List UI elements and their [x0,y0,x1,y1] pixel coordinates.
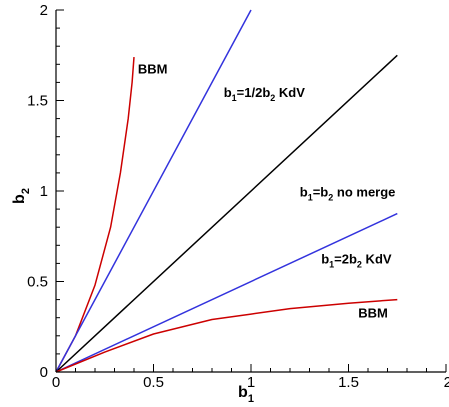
y-tick-label: 1 [40,183,48,200]
annotation-1: BBM [138,61,168,76]
series-line-3 [55,54,398,373]
x-tick-label: 1.5 [338,374,359,391]
annotation-3: b1​=b2​ no merge [300,184,396,202]
series-line-1 [55,57,135,373]
y-tick-label: 0.5 [27,274,48,291]
y-tick-label: 2 [40,2,48,19]
series-layer [55,9,398,373]
x-tick-label: 0 [52,374,60,391]
y-tick-label: 1.5 [27,93,48,110]
series-line-5 [55,298,398,373]
annotation-5: BBM [358,306,388,321]
annotation-4: b1​=2b2​ KdV [321,251,392,269]
series-line-2 [55,9,252,373]
x-axis-label: b1 [238,384,254,405]
y-tick-label: 0 [40,364,48,381]
annotation-layer: BBM b1​=1/2b2​ KdV b1​=b2​ no merge b1​=2b2… [138,61,396,320]
y-axis-label: b2 [11,188,32,204]
annotation-2: b1​=1/2b2​ KdV [224,85,306,103]
x-tick-label: 1 [247,374,255,391]
x-tick-label: 0.5 [143,374,164,391]
series-line-4 [55,212,398,373]
axes-layer: 0 0.5 1 1.5 2 0 0.5 1 1.5 2 [27,2,449,391]
x-tick-label: 2 [444,374,449,391]
